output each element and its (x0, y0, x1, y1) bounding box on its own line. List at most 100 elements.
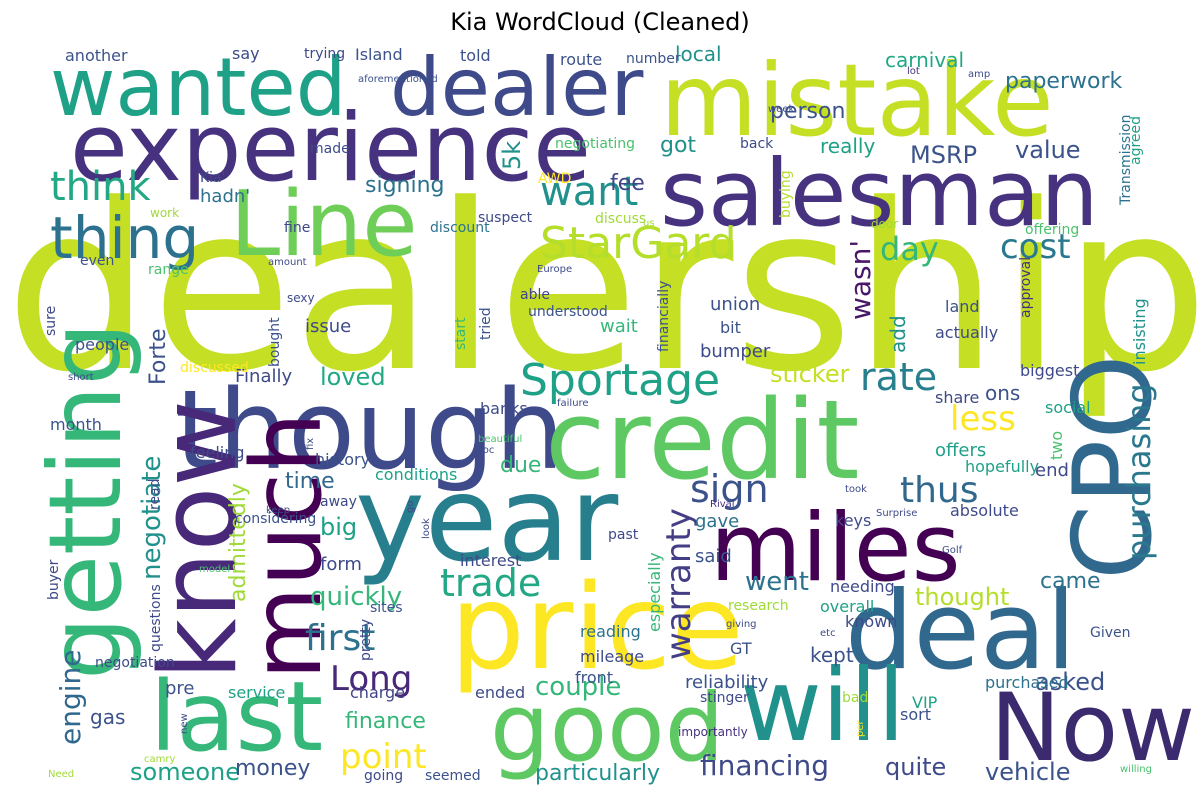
word-week: week (768, 104, 794, 115)
word-hopefully: hopefully (965, 457, 1039, 476)
word-came: came (1040, 569, 1101, 594)
word-understood: understood (528, 304, 608, 320)
word-due: due (500, 453, 541, 478)
word-short: short (68, 372, 94, 383)
word-day: day (880, 230, 939, 268)
word-price: price (450, 558, 744, 696)
word-mileage: mileage (580, 647, 644, 666)
word-seemed: seemed (425, 768, 481, 784)
word-vip: VIP (912, 693, 938, 712)
word-bumper: bumper (700, 341, 771, 362)
word-actually: actually (935, 323, 998, 342)
word-research: research (728, 598, 789, 614)
word-finally: Finally (235, 366, 292, 387)
word-conditions: conditions (375, 465, 457, 484)
word-someone: someone (130, 758, 240, 786)
word-financing: financing (700, 749, 829, 782)
word-good: good (490, 674, 724, 783)
word-land: land (945, 297, 980, 316)
word-gave: gave (695, 511, 739, 532)
word-going: going (364, 768, 403, 784)
word-couple: couple (535, 672, 621, 702)
word-went: went (745, 567, 809, 597)
word-charge: charge (350, 683, 405, 702)
word-agreed: agreed (1128, 116, 1144, 165)
word-biggest: biggest (1020, 361, 1079, 380)
word-reading: reading (580, 622, 641, 641)
word-etc: etc (820, 628, 836, 639)
word-month: month (50, 415, 102, 434)
word-past: past (608, 527, 639, 543)
word-sort: sort (900, 705, 931, 724)
word-person: person (770, 99, 845, 124)
word-another: another (65, 46, 128, 65)
word-share: share (935, 388, 979, 407)
word-keep: keep (266, 505, 290, 516)
word-thus: thus (900, 470, 979, 511)
word-much: much (231, 412, 343, 680)
word-hadn: hadn' (200, 186, 250, 207)
word-banks: banks (480, 399, 528, 418)
word-gt: GT (730, 639, 752, 658)
word-sign: sign (690, 467, 769, 511)
word-credit: credit (545, 376, 859, 504)
word-social: social (1045, 398, 1091, 417)
word-absolute: absolute (950, 501, 1019, 520)
word-paperwork: paperwork (1005, 69, 1122, 94)
word-model: model (199, 564, 230, 575)
word-negotiation: negotiation (95, 655, 175, 671)
word-will: will (740, 647, 905, 764)
word-experience: experience (70, 94, 591, 203)
word-time: time (285, 469, 335, 494)
word-finance: finance (345, 709, 426, 734)
word-financially: financially (656, 281, 672, 352)
word-wait: wait (600, 316, 638, 337)
word-service: service (228, 683, 285, 702)
word-questions: questions (148, 584, 164, 652)
word-kia: Kia' (200, 170, 226, 186)
word-know: know (137, 400, 260, 680)
word-wasn: wasn' (844, 240, 877, 320)
word-cost: cost (1000, 227, 1071, 267)
word-told: told (460, 46, 491, 65)
word-buyer: buyer (46, 559, 62, 600)
chart-title: Kia WordCloud (Cleaned) (450, 8, 750, 36)
word-amp: amp (968, 69, 990, 80)
word-trade: trade (440, 561, 541, 605)
word-awd: AWD (538, 171, 571, 187)
word-gas: gas (90, 705, 125, 729)
word-aforementioned: aforementioned (358, 74, 438, 85)
word-pre: pre (165, 678, 195, 699)
word-discount: discount (430, 220, 490, 236)
word-warranty: warranty (659, 508, 699, 660)
word-door: door (871, 217, 898, 231)
word-surprise: Surprise (876, 508, 917, 519)
word-want: want (540, 169, 638, 215)
word-need: Need (48, 769, 74, 780)
word-bad: bad (842, 690, 868, 706)
word-think: think (50, 164, 152, 210)
word-buying: buying (778, 170, 794, 218)
word-loved: loved (320, 363, 386, 391)
word-really: really (820, 134, 875, 158)
word-quite: quite (885, 753, 946, 781)
word-dealership: dealership (5, 156, 1200, 423)
word-us: us (643, 218, 655, 229)
word-quickly: quickly (310, 582, 402, 612)
word-miles: miles (710, 494, 961, 603)
word-trying: trying (304, 46, 345, 62)
word-importantly: importantly (678, 725, 748, 739)
word-per: per (855, 720, 866, 738)
word-doc: Doc (475, 445, 494, 456)
word-fine: fine (284, 220, 310, 236)
word-bit: bit (720, 318, 741, 337)
word-money: money (235, 756, 310, 781)
word-offering: offering (1025, 222, 1079, 238)
word-deal: deal (845, 569, 1076, 694)
word-camry: camry (144, 754, 175, 765)
word-said: said (695, 546, 732, 567)
word-sexy: sexy (287, 291, 315, 305)
word-purchased: purchased (985, 673, 1069, 692)
word-overall: overall (820, 597, 874, 616)
word-front: front (575, 668, 613, 687)
